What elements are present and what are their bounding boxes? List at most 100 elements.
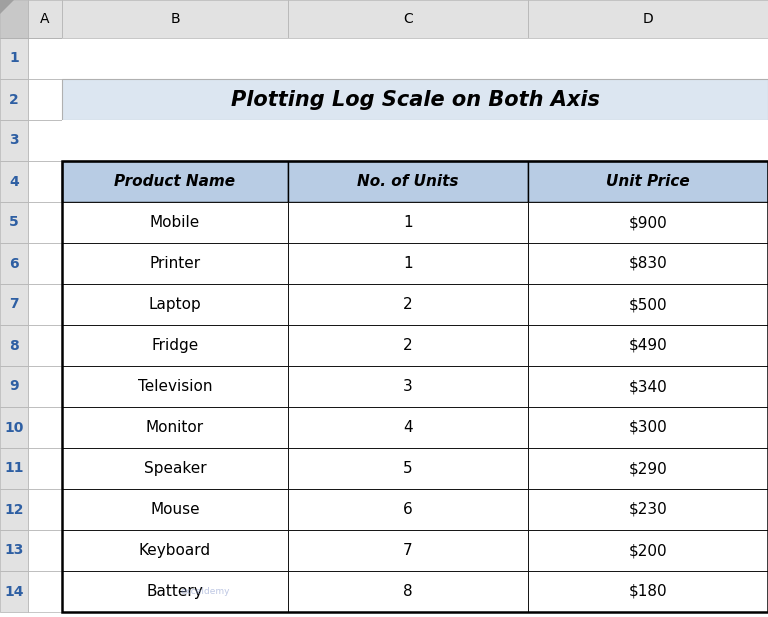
Text: Keyboard: Keyboard — [139, 543, 211, 558]
Text: 4: 4 — [403, 420, 413, 435]
Text: 5: 5 — [403, 461, 413, 476]
Bar — [62, 202, 288, 243]
Bar — [62, 530, 288, 571]
Text: $290: $290 — [629, 461, 667, 476]
Bar — [528, 243, 768, 284]
Bar — [28, 448, 62, 489]
Bar — [0, 202, 28, 243]
Text: 1: 1 — [9, 51, 19, 65]
Text: Printer: Printer — [150, 256, 200, 271]
Text: 2: 2 — [403, 338, 413, 353]
Text: $830: $830 — [629, 256, 667, 271]
Text: 3: 3 — [403, 379, 413, 394]
Bar — [528, 0, 768, 38]
Bar — [528, 325, 768, 366]
Bar — [0, 571, 28, 612]
Bar — [288, 284, 528, 325]
Bar — [528, 571, 768, 612]
Bar — [528, 202, 768, 243]
Bar — [28, 489, 62, 530]
Bar — [62, 284, 288, 325]
Bar — [28, 366, 62, 407]
Bar — [528, 530, 768, 571]
Text: Battery: Battery — [147, 584, 204, 599]
Bar — [0, 161, 28, 202]
Text: No. of Units: No. of Units — [357, 174, 458, 189]
Text: Unit Price: Unit Price — [606, 174, 690, 189]
Text: 10: 10 — [5, 421, 24, 434]
Text: 1: 1 — [403, 256, 413, 271]
Bar — [288, 325, 528, 366]
Polygon shape — [0, 0, 14, 14]
Bar — [0, 120, 28, 161]
Text: 6: 6 — [9, 257, 18, 270]
Text: 9: 9 — [9, 379, 18, 394]
Bar — [62, 161, 288, 202]
Text: 4: 4 — [9, 175, 19, 189]
Text: 6: 6 — [403, 502, 413, 517]
Bar — [288, 366, 528, 407]
Bar — [28, 284, 62, 325]
Bar — [0, 448, 28, 489]
Text: 12: 12 — [5, 502, 24, 516]
Bar — [28, 243, 62, 284]
Text: $300: $300 — [629, 420, 667, 435]
Text: $200: $200 — [629, 543, 667, 558]
Bar — [62, 325, 288, 366]
Text: 11: 11 — [5, 462, 24, 476]
Bar — [288, 571, 528, 612]
Text: 5: 5 — [9, 215, 19, 230]
Bar — [0, 243, 28, 284]
Bar — [0, 489, 28, 530]
Bar — [62, 489, 288, 530]
Bar — [28, 161, 62, 202]
Text: A: A — [40, 12, 50, 26]
Text: $230: $230 — [629, 502, 667, 517]
Bar — [28, 38, 62, 79]
Text: $500: $500 — [629, 297, 667, 312]
Bar — [28, 0, 62, 38]
Bar — [288, 448, 528, 489]
Bar — [62, 161, 768, 612]
Bar — [0, 366, 28, 407]
Bar — [288, 489, 528, 530]
Text: 2: 2 — [9, 93, 19, 107]
Bar — [528, 284, 768, 325]
Text: Product Name: Product Name — [114, 174, 236, 189]
Text: exceldemy: exceldemy — [180, 587, 230, 596]
Bar — [0, 284, 28, 325]
Bar — [62, 366, 288, 407]
Bar — [28, 202, 62, 243]
Text: D: D — [643, 12, 654, 26]
Bar — [288, 407, 528, 448]
Bar — [288, 202, 528, 243]
Bar — [288, 530, 528, 571]
Text: Fridge: Fridge — [151, 338, 199, 353]
Text: 8: 8 — [403, 584, 413, 599]
Bar — [528, 448, 768, 489]
Bar — [528, 407, 768, 448]
Bar — [288, 243, 528, 284]
Bar — [528, 161, 768, 202]
Text: $490: $490 — [629, 338, 667, 353]
Bar — [28, 120, 62, 161]
Text: 3: 3 — [9, 133, 18, 147]
Text: $340: $340 — [629, 379, 667, 394]
Bar — [0, 38, 28, 79]
Bar — [62, 448, 288, 489]
Text: $180: $180 — [629, 584, 667, 599]
Bar — [0, 530, 28, 571]
Text: 1: 1 — [403, 215, 413, 230]
Bar — [0, 407, 28, 448]
Bar — [28, 79, 62, 120]
Text: Mouse: Mouse — [151, 502, 200, 517]
Text: Speaker: Speaker — [144, 461, 207, 476]
Bar — [28, 530, 62, 571]
Text: Monitor: Monitor — [146, 420, 204, 435]
Bar — [62, 243, 288, 284]
Text: 13: 13 — [5, 544, 24, 558]
Bar — [28, 571, 62, 612]
Bar — [62, 407, 288, 448]
Text: 7: 7 — [9, 297, 18, 312]
Text: Plotting Log Scale on Both Axis: Plotting Log Scale on Both Axis — [230, 89, 600, 109]
